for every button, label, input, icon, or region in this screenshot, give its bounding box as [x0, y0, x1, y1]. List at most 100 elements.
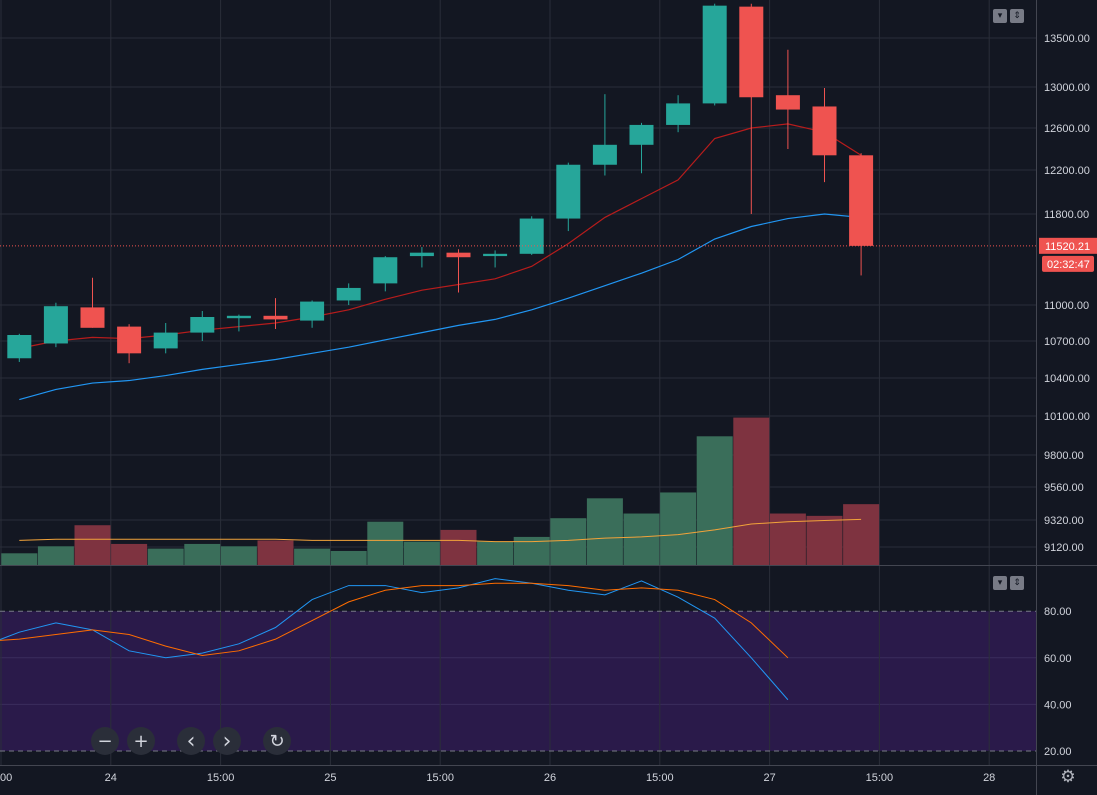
volume-bar	[367, 521, 404, 565]
volume-bar	[220, 546, 257, 565]
price-pane-collapse-button[interactable]: ▾	[993, 9, 1007, 23]
price-axis-label: 10400.00	[1044, 373, 1090, 385]
candle	[702, 3, 727, 106]
time-axis-label: 24	[105, 772, 117, 784]
chevron-left-icon: ‹	[186, 728, 196, 754]
price-axis-label: 9800.00	[1044, 450, 1084, 462]
candle-body	[556, 164, 581, 219]
volume-bar	[660, 492, 697, 565]
price-axis-label: 9320.00	[1044, 515, 1084, 527]
time-axis-label: 15:00	[646, 772, 674, 784]
candle-body	[373, 257, 398, 284]
price-axis-label: 10700.00	[1044, 336, 1090, 348]
candle-body	[409, 252, 434, 257]
gear-icon: ⚙	[1060, 767, 1076, 787]
volume-bar	[37, 546, 74, 565]
volume-ma-line	[19, 518, 862, 543]
maximize-icon: ⇕	[1013, 11, 1021, 21]
stoch-band	[0, 611, 1036, 751]
scroll-left-button[interactable]: ‹	[177, 727, 205, 755]
zoom-in-button[interactable]: +	[127, 727, 155, 755]
candle	[409, 246, 434, 268]
stoch-k-line	[0, 578, 789, 701]
candle-body	[190, 317, 215, 333]
volume-bar	[147, 548, 184, 565]
volume-bar	[623, 513, 660, 565]
candle	[80, 277, 105, 328]
time-axis-label: 26	[544, 772, 556, 784]
candle	[190, 311, 215, 341]
candle-body	[849, 155, 874, 246]
candle-body	[812, 106, 837, 156]
stoch-axis-label: 20.00	[1044, 746, 1072, 758]
candle	[556, 162, 581, 232]
price-axis-label: 10100.00	[1044, 411, 1090, 423]
candle-body	[43, 306, 68, 344]
price-axis-label: 12200.00	[1044, 165, 1090, 177]
volume-bar	[330, 550, 367, 565]
reset-chart-button[interactable]: ↻	[263, 727, 291, 755]
volume-bar	[257, 540, 294, 565]
candle	[592, 94, 617, 176]
candle	[226, 314, 251, 332]
candle	[849, 153, 874, 276]
candle-body	[446, 252, 471, 258]
volume-bar	[696, 436, 733, 565]
candle-body	[739, 6, 764, 98]
price-pane-maximize-button[interactable]: ⇕	[1010, 9, 1024, 23]
volume-bar	[733, 417, 770, 565]
candle	[483, 250, 508, 268]
price-axis-label: 11000.00	[1044, 300, 1089, 312]
stoch-pane-maximize-button[interactable]: ⇕	[1010, 576, 1024, 590]
candle-body	[300, 301, 325, 321]
minus-icon: −	[97, 730, 113, 752]
reset-icon: ↻	[269, 730, 285, 752]
current-price-tag-label: 11520.21	[1045, 241, 1090, 253]
candle	[43, 302, 68, 348]
time-axis-label: 27	[763, 772, 775, 784]
maximize-icon: ⇕	[1013, 578, 1021, 588]
candle	[373, 256, 398, 292]
scroll-right-button[interactable]: ›	[213, 727, 241, 755]
volume-bar	[806, 515, 843, 565]
ma-blue-line	[19, 213, 862, 401]
volume-bar	[586, 498, 623, 565]
stoch-pane-collapse-button[interactable]: ▾	[993, 576, 1007, 590]
candle-body	[7, 335, 32, 359]
countdown-tag	[1042, 255, 1094, 272]
candle-body	[336, 287, 361, 301]
candle-body	[592, 144, 617, 165]
zoom-out-button[interactable]: −	[91, 727, 119, 755]
candle-body	[775, 95, 800, 110]
volume-bar	[550, 518, 587, 565]
stoch-axis-label: 40.00	[1044, 699, 1072, 711]
candle-body	[153, 332, 178, 349]
plus-icon: +	[133, 730, 149, 752]
candle-body	[702, 5, 727, 104]
volume-bar	[477, 541, 514, 565]
candle-body	[666, 103, 691, 125]
candle-body	[117, 326, 142, 354]
chart-settings-button[interactable]: ⚙	[1058, 767, 1078, 787]
candle	[666, 95, 691, 133]
volume-bar	[440, 529, 477, 565]
candle	[629, 122, 654, 174]
countdown-tag-label: 02:32:47	[1047, 259, 1090, 271]
candle-body	[80, 307, 105, 328]
collapse-icon: ▾	[997, 11, 1003, 21]
candle	[336, 283, 361, 305]
time-axis-label: 28	[983, 772, 995, 784]
candle	[739, 3, 764, 214]
time-axis-label: 25	[324, 772, 336, 784]
candle-body	[226, 315, 251, 319]
candle	[7, 333, 32, 362]
candle	[263, 298, 288, 329]
candle	[812, 88, 837, 183]
candle-body	[519, 218, 544, 254]
candle	[153, 323, 178, 354]
price-axis-label: 11800.00	[1044, 209, 1089, 221]
price-axis-label: 9120.00	[1044, 542, 1084, 554]
candle-body	[629, 124, 654, 145]
price-axis-label: 12600.00	[1044, 123, 1090, 135]
